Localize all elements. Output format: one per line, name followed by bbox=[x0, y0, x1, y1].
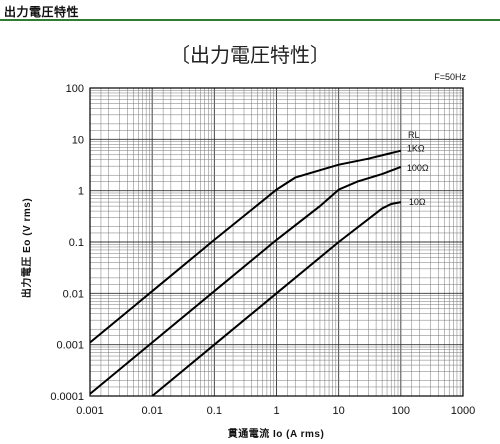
plot-frame bbox=[89, 87, 464, 397]
x-tick-label: 0.001 bbox=[76, 405, 104, 417]
x-tick-label: 1 bbox=[273, 405, 279, 417]
x-tick-label: 100 bbox=[392, 405, 410, 417]
x-tick-label: 0.01 bbox=[141, 405, 162, 417]
frequency-annotation: F=50Hz bbox=[434, 72, 466, 82]
x-axis-label: 貫通電流 Io (A rms) bbox=[228, 427, 325, 440]
x-tick-label: 10 bbox=[333, 405, 345, 417]
series-label: 10Ω bbox=[409, 197, 426, 207]
y-tick-label: 10 bbox=[72, 134, 84, 146]
y-tick-label: 0.01 bbox=[63, 288, 84, 300]
series-labels: 1KΩ 100Ω 10Ω bbox=[407, 144, 429, 207]
y-tick-label: 1 bbox=[78, 186, 84, 198]
series-label: 1KΩ bbox=[407, 144, 425, 154]
x-tick-label: 0.1 bbox=[207, 405, 222, 417]
tick-labels: 0.001 0.01 0.1 1 10 100 1000 0.0001 0.001 0.01 0.1… bbox=[50, 83, 475, 417]
y-axis-label: 出力電圧 Eo (V rms) bbox=[20, 198, 33, 298]
y-tick-label: 100 bbox=[66, 83, 84, 95]
series-label: 100Ω bbox=[407, 163, 429, 173]
series-lines bbox=[89, 149, 402, 397]
legend-title: RL bbox=[408, 130, 420, 140]
chart-title: 〔出力電圧特性〕 bbox=[170, 44, 330, 67]
x-tick-label: 1000 bbox=[451, 405, 475, 417]
series-line bbox=[89, 149, 402, 344]
y-tick-label: 0.0001 bbox=[50, 391, 84, 403]
section-heading: 出力電圧特性 bbox=[4, 5, 80, 19]
y-tick-label: 0.001 bbox=[56, 340, 84, 352]
series-line bbox=[89, 165, 402, 395]
series-line bbox=[151, 201, 401, 397]
heading-divider bbox=[0, 19, 500, 21]
y-tick-label: 0.1 bbox=[69, 237, 84, 249]
